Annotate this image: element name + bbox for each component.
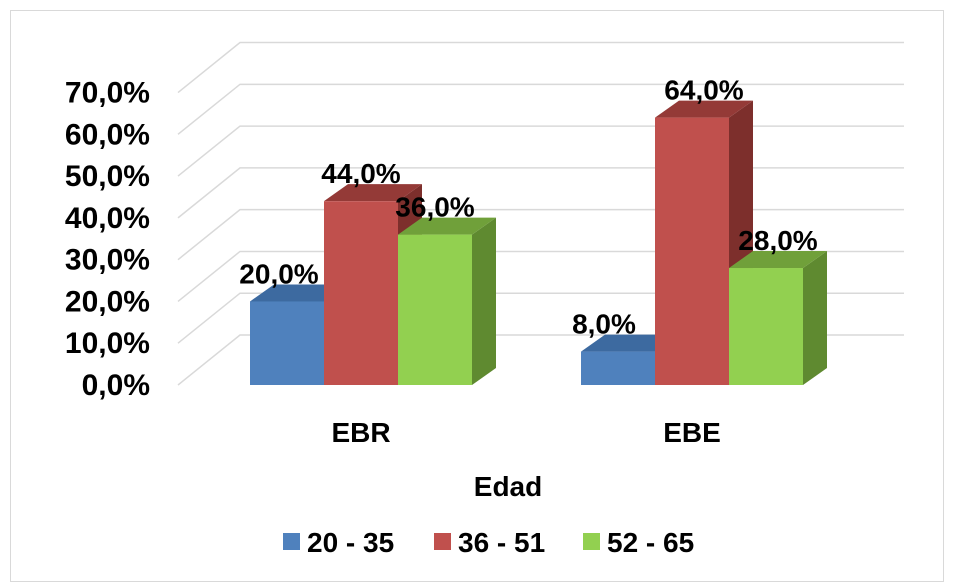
y-tick-label: 0,0%	[82, 369, 150, 402]
legend-label: 52 - 65	[607, 527, 694, 558]
y-tick-label: 40,0%	[65, 202, 150, 235]
data-label: 44,0%	[321, 158, 400, 189]
y-tick-label: 50,0%	[65, 160, 150, 193]
x-axis-title: Edad	[474, 471, 542, 502]
bar-top	[250, 284, 348, 302]
y-tick-label: 60,0%	[65, 118, 150, 151]
y-tick-label: 30,0%	[65, 244, 150, 277]
bar	[729, 268, 803, 385]
legend-swatch	[434, 533, 451, 550]
gridline	[177, 41, 904, 94]
legend-label: 20 - 35	[307, 527, 394, 558]
bar-top	[324, 184, 422, 202]
data-label: 28,0%	[738, 225, 817, 256]
bar	[250, 301, 324, 385]
data-label: 8,0%	[572, 309, 636, 340]
y-tick-label: 70,0%	[65, 77, 150, 110]
bar-top	[581, 334, 679, 352]
bar-top	[398, 217, 496, 235]
bar-top	[655, 100, 753, 118]
x-tick-label: EBE	[663, 417, 721, 448]
legend-swatch	[283, 533, 300, 550]
y-tick-label: 10,0%	[65, 327, 150, 360]
bar	[324, 201, 398, 385]
y-tick-label: 20,0%	[65, 285, 150, 318]
bar-side	[472, 217, 496, 385]
data-label: 64,0%	[664, 75, 743, 106]
bar-top	[729, 251, 827, 269]
bar-side	[803, 251, 827, 385]
bar	[655, 117, 729, 385]
legend-swatch	[583, 533, 600, 550]
bar	[581, 351, 655, 385]
x-tick-label: EBR	[331, 417, 390, 448]
bar	[398, 234, 472, 385]
gridline	[177, 83, 904, 135]
data-label: 20,0%	[239, 258, 318, 289]
data-label: 36,0%	[395, 192, 474, 223]
legend-label: 36 - 51	[458, 527, 545, 558]
